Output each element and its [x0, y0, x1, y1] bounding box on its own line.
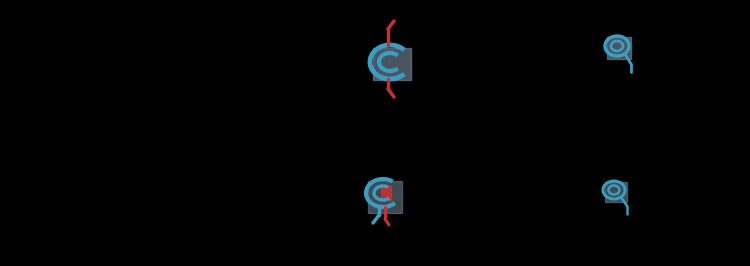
Bar — [368, 181, 402, 213]
Bar — [373, 48, 411, 80]
Bar — [607, 37, 631, 59]
Bar — [381, 186, 391, 200]
Bar — [605, 182, 627, 202]
